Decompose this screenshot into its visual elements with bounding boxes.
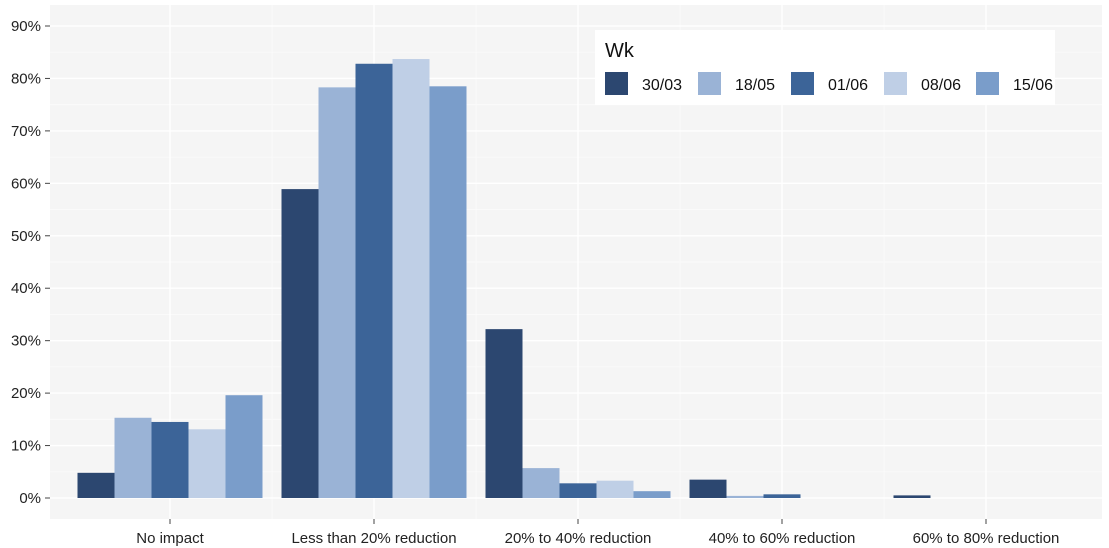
bar <box>726 495 764 498</box>
bar <box>392 59 430 498</box>
bar <box>689 479 727 498</box>
legend-label: 30/03 <box>642 77 682 94</box>
bar <box>114 417 152 498</box>
legend-swatch <box>884 72 907 95</box>
x-axis: No impact Less than 20% reduction 20% to 4… <box>136 519 1059 547</box>
legend-label: 01/06 <box>828 77 868 94</box>
x-tick-label: 20% to 40% reduction <box>505 530 652 547</box>
minor-gridlines <box>50 5 1102 519</box>
x-tick-label: 60% to 80% reduction <box>913 530 1060 547</box>
bars-group <box>77 59 931 499</box>
legend: Wk 30/03 18/05 01/06 08/06 15/06 <box>595 30 1055 105</box>
legend-items: 30/03 18/05 01/06 08/06 15/06 <box>605 72 1053 95</box>
legend-label: 08/06 <box>921 77 961 94</box>
bar <box>893 495 931 498</box>
legend-swatch <box>605 72 628 95</box>
bar <box>188 429 226 498</box>
bar <box>596 480 634 498</box>
legend-swatch <box>976 72 999 95</box>
bar <box>522 468 560 498</box>
x-tick-label: Less than 20% reduction <box>291 530 456 547</box>
bar <box>429 86 467 499</box>
legend-label: 18/05 <box>735 77 775 94</box>
y-axis: 0% 10% 20% 30% 40% 50% 60% 70% 80% 90% <box>11 18 50 507</box>
bar <box>77 472 115 498</box>
x-tick-label: 40% to 60% reduction <box>709 530 856 547</box>
bar <box>318 87 356 499</box>
bar <box>281 189 319 498</box>
bar <box>485 329 523 498</box>
legend-label: 15/06 <box>1013 77 1053 94</box>
y-tick-label: 0% <box>19 490 41 507</box>
y-tick-label: 50% <box>11 228 41 245</box>
bar <box>225 395 263 498</box>
legend-title: Wk <box>605 40 635 62</box>
bar <box>559 483 597 498</box>
y-tick-label: 40% <box>11 280 41 297</box>
bar <box>633 491 671 498</box>
bar <box>763 494 801 498</box>
y-tick-label: 10% <box>11 438 41 455</box>
legend-swatch <box>698 72 721 95</box>
x-tick-label: No impact <box>136 530 204 547</box>
bar <box>355 63 393 498</box>
bar <box>151 421 189 498</box>
y-tick-label: 80% <box>11 70 41 87</box>
y-tick-label: 90% <box>11 18 41 35</box>
y-tick-label: 30% <box>11 333 41 350</box>
legend-swatch <box>791 72 814 95</box>
y-tick-label: 60% <box>11 175 41 192</box>
y-tick-label: 70% <box>11 123 41 140</box>
y-tick-label: 20% <box>11 385 41 402</box>
